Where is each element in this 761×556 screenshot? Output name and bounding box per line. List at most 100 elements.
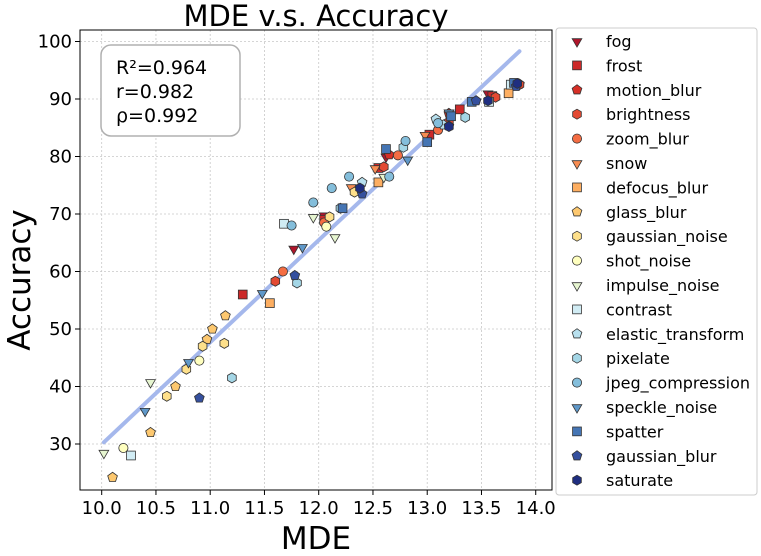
grid-lines bbox=[80, 30, 552, 490]
legend-label: glass_blur bbox=[606, 203, 687, 223]
data-point-impulse-noise bbox=[307, 214, 319, 224]
stats-r-squared: R²=0.964 bbox=[116, 57, 207, 79]
data-point-frost bbox=[454, 104, 465, 115]
y-tick-label: 50 bbox=[49, 319, 72, 340]
legend-marker-saturate bbox=[572, 474, 582, 486]
legend-label: spatter bbox=[606, 422, 664, 441]
data-point-zoom-blur bbox=[277, 266, 288, 277]
plot-frame bbox=[79, 29, 553, 491]
legend-marker-zoom-blur bbox=[572, 133, 583, 144]
data-point-glass-blur bbox=[207, 323, 218, 334]
legend-marker-defocus-blur bbox=[572, 182, 582, 193]
legend-label: zoom_blur bbox=[606, 130, 689, 150]
data-point-shot-noise bbox=[118, 443, 129, 454]
data-point-speckle-noise bbox=[296, 244, 308, 254]
legend-marker-elastic-transform bbox=[571, 328, 583, 339]
data-point-saturate bbox=[355, 182, 365, 194]
y-tick-label: 60 bbox=[49, 262, 72, 283]
data-point-pixelate bbox=[460, 111, 470, 123]
y-axis-label: Accuracy bbox=[2, 209, 38, 351]
y-tick-label: 40 bbox=[49, 377, 72, 398]
data-point-brightness bbox=[270, 275, 281, 287]
data-point-impulse-noise bbox=[144, 379, 157, 389]
legend-label: shot_noise bbox=[606, 252, 691, 272]
data-point-glass-blur bbox=[145, 426, 156, 438]
legend-marker-contrast bbox=[572, 304, 582, 315]
x-tick-label: 14.0 bbox=[516, 498, 556, 519]
data-point-jpeg-compression bbox=[344, 171, 355, 182]
legend-label: elastic_transform bbox=[606, 325, 744, 345]
legend-label: pixelate bbox=[606, 349, 670, 368]
y-tick-label: 30 bbox=[49, 434, 72, 455]
data-point-saturate bbox=[512, 78, 523, 89]
data-point-spatter bbox=[446, 111, 456, 122]
data-point-impulse-noise bbox=[329, 234, 341, 244]
legend-label: brightness bbox=[606, 105, 690, 124]
data-point-pixelate bbox=[227, 372, 237, 384]
data-point-jpeg-compression bbox=[384, 171, 395, 182]
data-point-spatter bbox=[337, 203, 348, 214]
data-point-gaussian-blur bbox=[470, 95, 482, 106]
legend-label: snow bbox=[606, 154, 647, 173]
data-points bbox=[98, 78, 525, 482]
legend-marker-glass-blur bbox=[571, 206, 583, 217]
legend-label: gaussian_noise bbox=[606, 227, 728, 247]
legend-frame bbox=[555, 27, 758, 496]
data-point-defocus-blur bbox=[373, 177, 384, 188]
data-point-jpeg-compression bbox=[286, 220, 297, 231]
data-point-speckle-noise bbox=[139, 407, 151, 418]
data-point-jpeg-compression bbox=[433, 118, 444, 129]
legend-marker-fog bbox=[571, 38, 583, 48]
legend: fog frost motion_blur brightness zoom_blursn… bbox=[555, 27, 758, 496]
data-point-gaussian-noise bbox=[324, 211, 335, 223]
stats-pearson-r: r=0.982 bbox=[116, 81, 194, 103]
data-point-zoom-blur bbox=[392, 150, 403, 161]
data-point-glass-blur bbox=[220, 310, 231, 321]
legend-label: speckle_noise bbox=[606, 398, 717, 418]
legend-marker-gaussian-blur bbox=[571, 450, 583, 461]
data-point-gaussian-noise bbox=[162, 390, 172, 402]
legend-marker-spatter bbox=[572, 426, 582, 437]
legend-label: saturate bbox=[606, 471, 673, 490]
stats-spearman-rho: ρ=0.992 bbox=[116, 105, 198, 127]
data-point-brightness bbox=[379, 161, 389, 173]
data-point-glass-blur bbox=[107, 471, 118, 482]
data-point-snow bbox=[369, 165, 381, 175]
data-point-saturate bbox=[483, 95, 493, 107]
data-point-speckle-noise bbox=[402, 156, 414, 167]
y-tick-label: 100 bbox=[38, 32, 72, 53]
x-tick-label: 11.5 bbox=[244, 498, 284, 519]
legend-marker-pixelate bbox=[572, 352, 582, 364]
x-axis-label: MDE bbox=[281, 521, 351, 556]
data-point-defocus-blur bbox=[503, 88, 514, 99]
data-point-gaussian-noise bbox=[219, 337, 230, 349]
legend-label: jpeg_compression bbox=[605, 374, 750, 394]
legend-label: fog bbox=[606, 32, 632, 51]
y-tick-label: 90 bbox=[49, 89, 72, 110]
data-point-spatter bbox=[422, 137, 433, 147]
data-point-frost bbox=[237, 289, 248, 300]
legend-label: motion_blur bbox=[606, 81, 702, 101]
data-point-jpeg-compression bbox=[308, 197, 319, 208]
x-tick-label: 11.0 bbox=[190, 498, 230, 519]
data-point-speckle-noise bbox=[182, 359, 195, 369]
legend-label: contrast bbox=[606, 300, 672, 319]
x-tick-label: 10.5 bbox=[136, 498, 176, 519]
stats-box-frame bbox=[100, 44, 241, 137]
data-point-gaussian-blur bbox=[194, 392, 205, 403]
legend-marker-frost bbox=[572, 60, 582, 71]
legend-marker-motion-blur bbox=[571, 84, 583, 95]
x-tick-label: 13.5 bbox=[461, 498, 501, 519]
data-point-jpeg-compression bbox=[400, 135, 411, 146]
legend-marker-speckle-noise bbox=[571, 404, 583, 414]
data-point-jpeg-compression bbox=[326, 183, 337, 194]
x-tick-label: 13.0 bbox=[407, 498, 447, 519]
x-tick-label: 10.0 bbox=[82, 498, 122, 519]
legend-marker-jpeg-compression bbox=[572, 377, 583, 388]
legend-label: frost bbox=[606, 56, 642, 75]
data-point-gaussian-blur bbox=[289, 269, 301, 281]
legend-marker-gaussian-noise bbox=[572, 230, 582, 242]
data-point-shot-noise bbox=[321, 221, 332, 232]
legend-label: defocus_blur bbox=[606, 178, 708, 198]
